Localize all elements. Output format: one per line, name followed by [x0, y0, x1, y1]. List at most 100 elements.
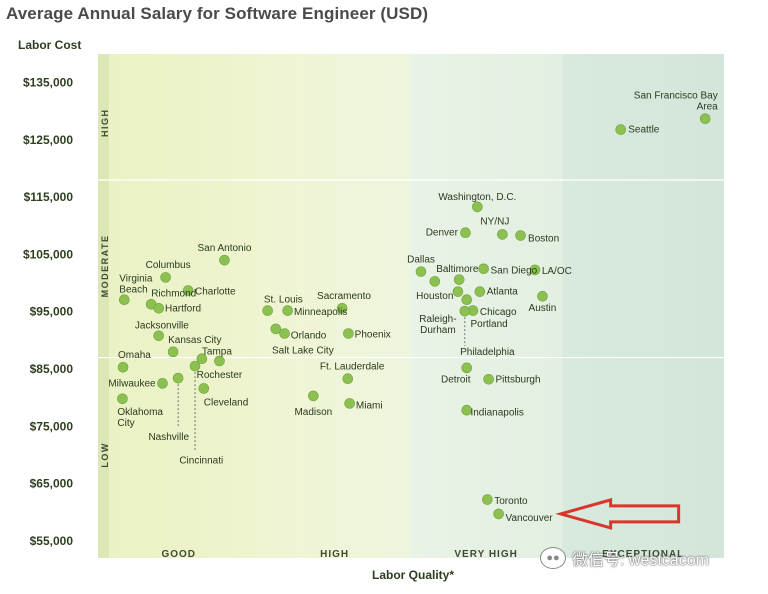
y-tick-label: $125,000 [23, 133, 73, 147]
city-point [429, 276, 441, 287]
city-point [118, 294, 130, 306]
city-point [182, 285, 194, 296]
y-tick-label: $55,000 [30, 534, 74, 548]
city-point [117, 393, 128, 405]
wechat-icon: ●● [540, 547, 566, 569]
city-label: Oklahoma City [117, 407, 163, 429]
city-point [198, 383, 210, 394]
city-label: Kansas City [168, 335, 221, 346]
city-point [483, 374, 494, 385]
y-band-label: MODERATE [100, 234, 110, 297]
city-label: Detroit [441, 375, 471, 386]
city-label: Seattle [628, 124, 660, 135]
city-point [529, 264, 541, 276]
city-point [343, 328, 354, 339]
city-label: Columbus [146, 260, 191, 271]
city-label: Rochester [197, 370, 243, 381]
city-point [214, 355, 225, 367]
city-point [153, 330, 165, 342]
city-label: Jacksonville [135, 320, 189, 331]
city-point [189, 360, 201, 372]
city-label: St. Louis [264, 295, 303, 306]
city-label: Portland [470, 319, 507, 330]
y-tick-label: $135,000 [23, 76, 73, 90]
city-label: Raleigh-Durham [419, 314, 456, 336]
city-point [219, 254, 230, 266]
city-label: Sacramento [317, 291, 371, 302]
city-point [460, 227, 471, 238]
city-point [461, 294, 473, 306]
city-label: Philadelphia [460, 347, 515, 358]
city-label: Ft. Lauderdale [320, 362, 385, 373]
city-point [474, 286, 486, 297]
city-label: Miami [356, 401, 383, 412]
x-band-label: VERY HIGH [454, 549, 517, 560]
city-point [478, 263, 489, 275]
x-band-label: GOOD [161, 549, 196, 560]
city-point [452, 286, 464, 297]
city-label: Indianapolis [470, 407, 523, 418]
city-point [459, 305, 471, 317]
city-label: San Antonio [197, 243, 251, 254]
city-label: Orlando [291, 331, 327, 342]
city-point [699, 113, 711, 125]
x-axis-title: Labor Quality* [372, 568, 455, 582]
city-label: Charlotte [195, 287, 236, 298]
city-label: Boston [528, 233, 559, 244]
city-point [461, 362, 473, 374]
y-tick-label: $95,000 [30, 305, 74, 319]
x-band-region [109, 54, 260, 558]
city-label: Cincinnati [179, 455, 223, 466]
x-band-label: EXCEPTIONAL [602, 549, 684, 560]
city-label: Madison [294, 407, 332, 418]
chart-title: Average Annual Salary for Software Engin… [6, 4, 429, 23]
city-label: Pittsburgh [496, 375, 541, 386]
city-point [342, 373, 354, 385]
city-label: San Francisco Bay Area [634, 91, 718, 113]
city-label: Atlanta [487, 287, 519, 298]
y-tick-label: $105,000 [23, 247, 73, 261]
city-point [537, 290, 548, 302]
city-point [153, 302, 165, 314]
city-point [282, 305, 293, 316]
city-label: Milwaukee [108, 379, 156, 390]
city-label: Denver [426, 228, 459, 239]
city-point [615, 124, 627, 135]
city-label: Tampa [202, 347, 232, 358]
x-band-label: HIGH [320, 549, 349, 560]
city-point [482, 494, 493, 505]
city-point [415, 266, 427, 277]
y-tick-label: $65,000 [30, 477, 74, 491]
y-axis-title: Labor Cost [18, 38, 82, 52]
city-label: NY/NJ [480, 217, 509, 228]
city-point [157, 378, 168, 389]
city-point [461, 404, 473, 416]
city-label: Richmond [151, 288, 196, 299]
city-label: Vancouver [506, 513, 554, 524]
city-point [262, 305, 273, 316]
city-point [472, 201, 483, 213]
city-label: Austin [529, 303, 557, 314]
x-band-region [409, 54, 563, 558]
city-point [117, 361, 129, 373]
y-band-label: LOW [100, 442, 110, 468]
city-label: Hartford [165, 304, 201, 315]
y-tick-label: $115,000 [24, 190, 74, 204]
city-label: Minneapolis [294, 307, 347, 318]
city-point [196, 353, 208, 364]
city-point [493, 508, 504, 520]
x-band-region [562, 54, 724, 558]
city-label: Phoenix [355, 329, 391, 340]
city-point [344, 398, 355, 409]
city-point [167, 346, 179, 358]
watermark-text: 微信号: westcacom [572, 552, 709, 569]
y-tick-label: $75,000 [30, 419, 74, 433]
city-label: Toronto [494, 496, 528, 507]
city-label: Dallas [407, 254, 435, 265]
city-point [160, 272, 171, 283]
y-band-label: HIGH [100, 108, 110, 136]
city-label: Virginia Beach [119, 273, 153, 295]
city-point [279, 328, 290, 339]
city-label: LA/OC [542, 266, 572, 277]
